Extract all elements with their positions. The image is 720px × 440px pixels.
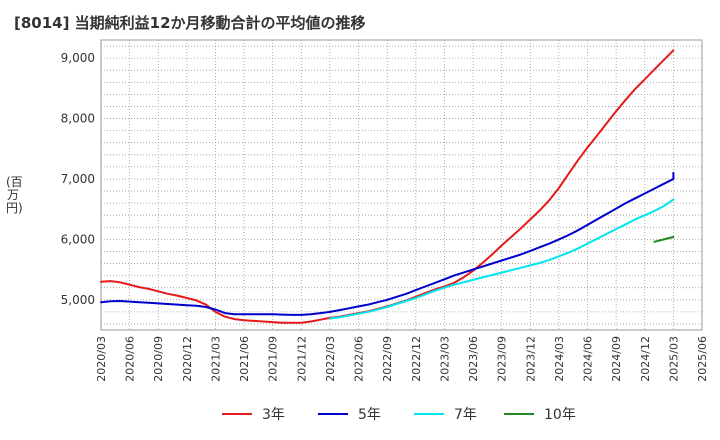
legend-swatch <box>318 413 348 415</box>
series-line-10年 <box>653 236 675 243</box>
y-tick-label: 8,000 <box>61 112 95 126</box>
x-tick-label: 2020/03 <box>95 336 108 382</box>
x-tick-label: 2025/03 <box>667 336 680 382</box>
x-tick-label: 2024/06 <box>582 336 595 382</box>
x-tick-label: 2022/06 <box>353 336 366 382</box>
x-tick-label: 2024/03 <box>553 336 566 382</box>
legend-swatch <box>222 413 252 415</box>
x-tick-label: 2020/09 <box>152 336 165 382</box>
legend-label: 10年 <box>544 407 576 423</box>
legend-label: 5年 <box>358 407 381 423</box>
legend-swatch <box>504 413 534 415</box>
legend-label: 3年 <box>262 407 285 423</box>
x-tick-label: 2023/09 <box>496 336 509 382</box>
series-line-7年 <box>329 198 675 320</box>
x-tick-label: 2020/12 <box>181 336 194 382</box>
x-tick-label: 2022/03 <box>324 336 337 382</box>
x-tick-label: 2022/12 <box>410 336 423 382</box>
legend-item: 5年 <box>318 403 381 425</box>
legend-label: 7年 <box>454 407 477 423</box>
y-axis-label: (百万円) <box>6 175 23 215</box>
y-tick-label: 6,000 <box>61 232 95 246</box>
series-line-5年 <box>100 171 675 316</box>
x-tick-label: 2021/12 <box>295 336 308 382</box>
legend-item: 10年 <box>504 403 576 425</box>
x-tick-label: 2021/03 <box>209 336 222 382</box>
y-tick-label: 9,000 <box>61 51 95 65</box>
chart-legend: 3年 5年 7年 10年 <box>0 403 720 425</box>
legend-swatch <box>414 413 444 415</box>
x-tick-label: 2023/06 <box>467 336 480 382</box>
legend-item: 7年 <box>414 403 477 425</box>
x-tick-label: 2022/09 <box>381 336 394 382</box>
x-tick-label: 2020/06 <box>124 336 137 382</box>
legend-item: 3年 <box>222 403 285 425</box>
x-tick-label: 2023/12 <box>524 336 537 382</box>
y-tick-label: 7,000 <box>61 172 95 186</box>
x-tick-label: 2024/09 <box>610 336 623 382</box>
chart-title: [8014] 当期純利益12か月移動合計の平均値の推移 <box>14 14 366 32</box>
x-tick-label: 2021/06 <box>238 336 251 382</box>
x-tick-label: 2023/03 <box>438 336 451 382</box>
plot-area <box>100 39 703 331</box>
x-tick-label: 2024/12 <box>639 336 652 382</box>
x-tick-label: 2021/09 <box>267 336 280 382</box>
y-tick-label: 5,000 <box>61 293 95 307</box>
x-tick-label: 2025/06 <box>696 336 709 382</box>
